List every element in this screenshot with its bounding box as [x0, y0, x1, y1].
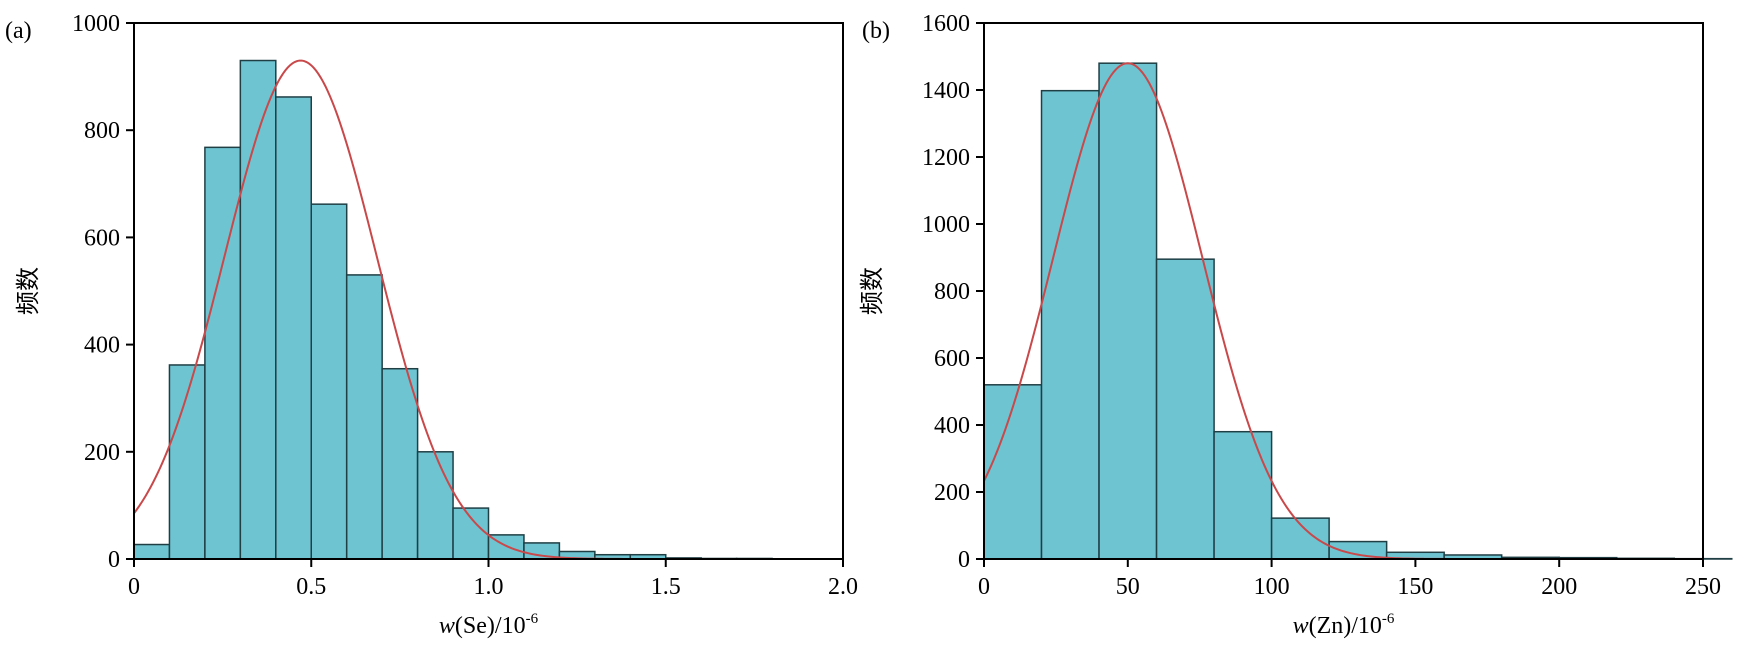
chart-panel-b: 0 50 100 150 200 250 0 200 400 600 800 1000 1200 1400… [859, 11, 1733, 639]
x-tick-label: 150 [1397, 574, 1433, 600]
x-tick-label: 0 [128, 574, 140, 600]
x-axis-label: w(Zn)/10-6 [1293, 611, 1395, 639]
histogram-bar [310, 203, 348, 560]
x-tick-label: 50 [1116, 574, 1140, 600]
histogram-bar [1098, 62, 1158, 560]
y-tick-label: 600 [934, 346, 970, 372]
y-tick-label: 1600 [922, 11, 970, 37]
y-tick-label: 0 [958, 547, 970, 573]
histogram-bar [239, 59, 277, 560]
histogram-bar [983, 384, 1043, 560]
y-tick-label: 200 [934, 480, 970, 506]
y-axis-label: 频数 [859, 267, 886, 315]
y-tick-label: 1000 [72, 11, 120, 37]
histogram-bar [345, 274, 383, 560]
x-tick-label: 2.0 [828, 574, 858, 600]
panel-label: (a) [5, 18, 32, 44]
y-tick-label: 200 [84, 440, 120, 466]
y-tick-label: 0 [108, 547, 120, 573]
histogram-bar [452, 507, 490, 560]
histogram-bar [1213, 430, 1273, 560]
x-tick-label: 0 [978, 574, 990, 600]
y-tick-label: 800 [934, 279, 970, 305]
histogram-bar [133, 543, 171, 560]
x-axis-label-exponent: -6 [1382, 611, 1395, 627]
x-axis-label-unit: (Zn)/10 [1309, 613, 1382, 639]
x-tick-label: 0.5 [296, 574, 326, 600]
histogram-bar [204, 146, 242, 560]
chart-panel-a: 0 0.5 1.0 1.5 2.0 0 200 400 600 800 1000 (a) 频数 w(Se)… [5, 11, 858, 639]
x-tick-label: 250 [1685, 574, 1721, 600]
x-tick-label: 100 [1254, 574, 1290, 600]
y-tick-label: 1400 [922, 78, 970, 104]
x-axis-label-exponent: -6 [526, 611, 539, 627]
x-axis-label-variable: w [439, 613, 455, 639]
y-tick-label: 400 [84, 333, 120, 359]
histogram-bar [1040, 89, 1100, 560]
x-axis-label: w(Se)/10-6 [439, 611, 539, 639]
y-tick-label: 600 [84, 225, 120, 251]
histogram-bar [381, 367, 419, 560]
x-axis-label-variable: w [1293, 613, 1309, 639]
y-tick-label: 1000 [922, 212, 970, 238]
histogram-bar [275, 96, 312, 560]
x-axis-label-unit: (Se)/10 [455, 613, 526, 639]
panel-label: (b) [862, 18, 890, 44]
x-tick-label: 1.0 [474, 574, 504, 600]
histogram-bar [416, 451, 454, 560]
y-tick-label: 400 [934, 413, 970, 439]
histogram-bar [1155, 258, 1215, 560]
y-axis-label: 频数 [15, 267, 42, 315]
x-tick-label: 200 [1541, 574, 1577, 600]
y-tick-label: 1200 [922, 145, 970, 171]
y-tick-label: 800 [84, 118, 120, 144]
x-tick-label: 1.5 [651, 574, 681, 600]
